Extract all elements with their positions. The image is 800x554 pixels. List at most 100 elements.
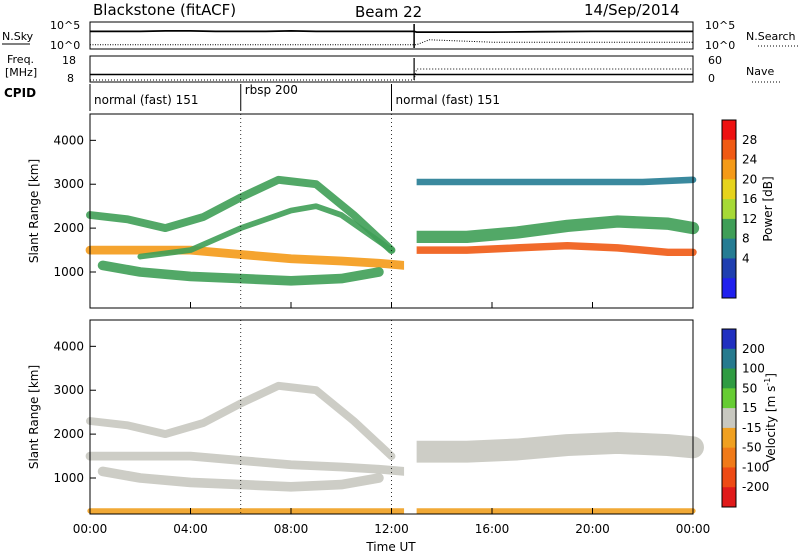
y-tick-label: 4000 xyxy=(53,339,84,353)
colorbar-swatch xyxy=(722,258,736,279)
velocity-y-ticks: 1000 2000 3000 4000 xyxy=(53,339,96,485)
beam-title: Beam 22 xyxy=(355,3,422,21)
cpid-segment-label: rbsp 200 xyxy=(245,83,298,97)
date-title: 14/Sep/2014 xyxy=(584,1,680,19)
range-band xyxy=(413,176,697,186)
colorbar-tick-label: 16 xyxy=(742,192,757,206)
freq-right-tick-bottom: 0 xyxy=(708,72,715,85)
velocity-colorbar-ticks: 200 100 50 15 -15 -50 -100 -200 xyxy=(742,342,769,494)
colorbar-tick-label: 12 xyxy=(742,212,757,226)
colorbar-swatch xyxy=(722,218,736,240)
power-colorbar: 28 24 20 16 12 8 4 Power [dB] xyxy=(721,119,775,299)
noise-sky-series xyxy=(90,29,693,33)
range-band xyxy=(86,175,396,255)
colorbar-swatch xyxy=(722,427,736,449)
noise-panel-frame xyxy=(89,21,694,50)
freq-label-line2: [MHz] xyxy=(5,66,37,79)
noise-right-label: N.Search xyxy=(746,30,796,43)
power-colorbar-swatches xyxy=(722,120,736,299)
range-band xyxy=(412,241,697,257)
x-tick-label: 08:00 xyxy=(274,522,309,536)
y-tick-label: 1000 xyxy=(53,265,84,279)
data-gap xyxy=(404,320,417,514)
freq-panel-frame xyxy=(89,55,694,83)
power-panel: 1000 2000 3000 4000 Slant Range [km] xyxy=(27,113,700,309)
freq-right-tick-top: 60 xyxy=(708,54,722,67)
colorbar-swatch xyxy=(722,467,736,488)
x-axis-label: Time UT xyxy=(365,540,416,554)
power-colorbar-label: Power [dB] xyxy=(761,176,775,241)
velocity-colorbar-label: Velocity [m s-1] xyxy=(763,373,778,463)
y-tick-label: 4000 xyxy=(53,133,84,147)
nave-series xyxy=(90,68,693,81)
y-tick-label: 3000 xyxy=(53,177,84,191)
noise-left-tick-top: 10^5 xyxy=(50,19,80,32)
range-band xyxy=(137,203,395,260)
colorbar-tick-label: -100 xyxy=(742,460,769,474)
noise-left-label: N.Sky xyxy=(2,30,34,43)
power-ylabel: Slant Range [km] xyxy=(27,159,41,263)
freq-label-line1: Freq. xyxy=(7,53,34,66)
range-band xyxy=(410,215,700,244)
colorbar-swatch xyxy=(722,120,736,141)
nave-label: Nave xyxy=(746,65,774,78)
y-tick-label: 3000 xyxy=(53,383,84,397)
colorbar-tick-label: 28 xyxy=(742,133,757,147)
colorbar-swatch xyxy=(722,447,736,468)
velocity-colorbar-swatches xyxy=(722,329,736,508)
colorbar-tick-label: 100 xyxy=(742,362,765,376)
data-gap xyxy=(404,114,417,308)
x-tick-label: 20:00 xyxy=(575,522,610,536)
range-band xyxy=(85,451,409,476)
velocity-ylabel: Slant Range [km] xyxy=(27,365,41,469)
x-axis-ticks: 00:00 04:00 08:00 12:00 16:00 20:00 00:00 xyxy=(73,114,710,536)
colorbar-tick-label: -200 xyxy=(742,480,769,494)
freq-left-tick-top: 18 xyxy=(62,54,76,67)
colorbar-tick-label: 4 xyxy=(742,251,750,265)
colorbar-swatch xyxy=(722,368,736,389)
y-tick-label: 1000 xyxy=(53,471,84,485)
noise-search-series xyxy=(90,39,693,46)
cpid-segments: normal (fast) 151 rbsp 200 normal (fast) 1… xyxy=(89,83,500,111)
freq-panel: Freq. [MHz] 18 8 60 0 Nave xyxy=(5,53,780,85)
cpid-segment-label: normal (fast) 151 xyxy=(396,93,500,107)
colorbar-swatch xyxy=(722,179,736,200)
range-band xyxy=(85,245,409,270)
colorbar-tick-label: 8 xyxy=(742,232,750,246)
x-tick-label: 04:00 xyxy=(173,522,208,536)
colorbar-tick-label: 24 xyxy=(742,153,757,167)
x-tick-label: 00:00 xyxy=(73,522,108,536)
power-colorbar-frame xyxy=(721,119,737,299)
power-y-ticks: 1000 2000 3000 4000 xyxy=(53,133,96,279)
colorbar-swatch xyxy=(722,408,736,429)
range-band xyxy=(405,431,704,463)
colorbar-swatch xyxy=(722,199,736,220)
power-bands xyxy=(85,114,700,308)
colorbar-swatch xyxy=(722,139,736,161)
colorbar-tick-label: 15 xyxy=(742,401,757,415)
colorbar-tick-label: 20 xyxy=(742,172,757,186)
y-tick-label: 2000 xyxy=(53,221,84,235)
x-tick-label: 12:00 xyxy=(374,522,409,536)
colorbar-swatch xyxy=(722,388,736,409)
cpid-segment-label: normal (fast) 151 xyxy=(94,93,198,107)
noise-left-tick-bottom: 10^0 xyxy=(50,39,80,52)
freq-left-tick-bottom: 8 xyxy=(67,72,74,85)
colorbar-swatch xyxy=(722,487,736,508)
noise-right-tick-top: 10^5 xyxy=(705,19,735,32)
colorbar-swatch xyxy=(722,348,736,370)
noise-panel: N.Sky 10^5 10^0 10^5 10^0 N.Search xyxy=(2,19,800,52)
colorbar-tick-label: 200 xyxy=(742,342,765,356)
velocity-panel: 1000 2000 3000 4000 Slant Range [km] xyxy=(27,319,704,515)
x-tick-label: 16:00 xyxy=(475,522,510,536)
cpid-label: CPID xyxy=(4,86,36,100)
colorbar-tick-label: 50 xyxy=(742,381,757,395)
colorbar-tick-label: -15 xyxy=(742,421,762,435)
noise-right-tick-bottom: 10^0 xyxy=(705,39,735,52)
velocity-colorbar: 200 100 50 15 -15 -50 -100 -200 Velocity [m s-1… xyxy=(721,328,778,508)
colorbar-swatch xyxy=(722,278,736,299)
range-band xyxy=(86,381,396,461)
velocity-colorbar-frame xyxy=(721,328,737,508)
